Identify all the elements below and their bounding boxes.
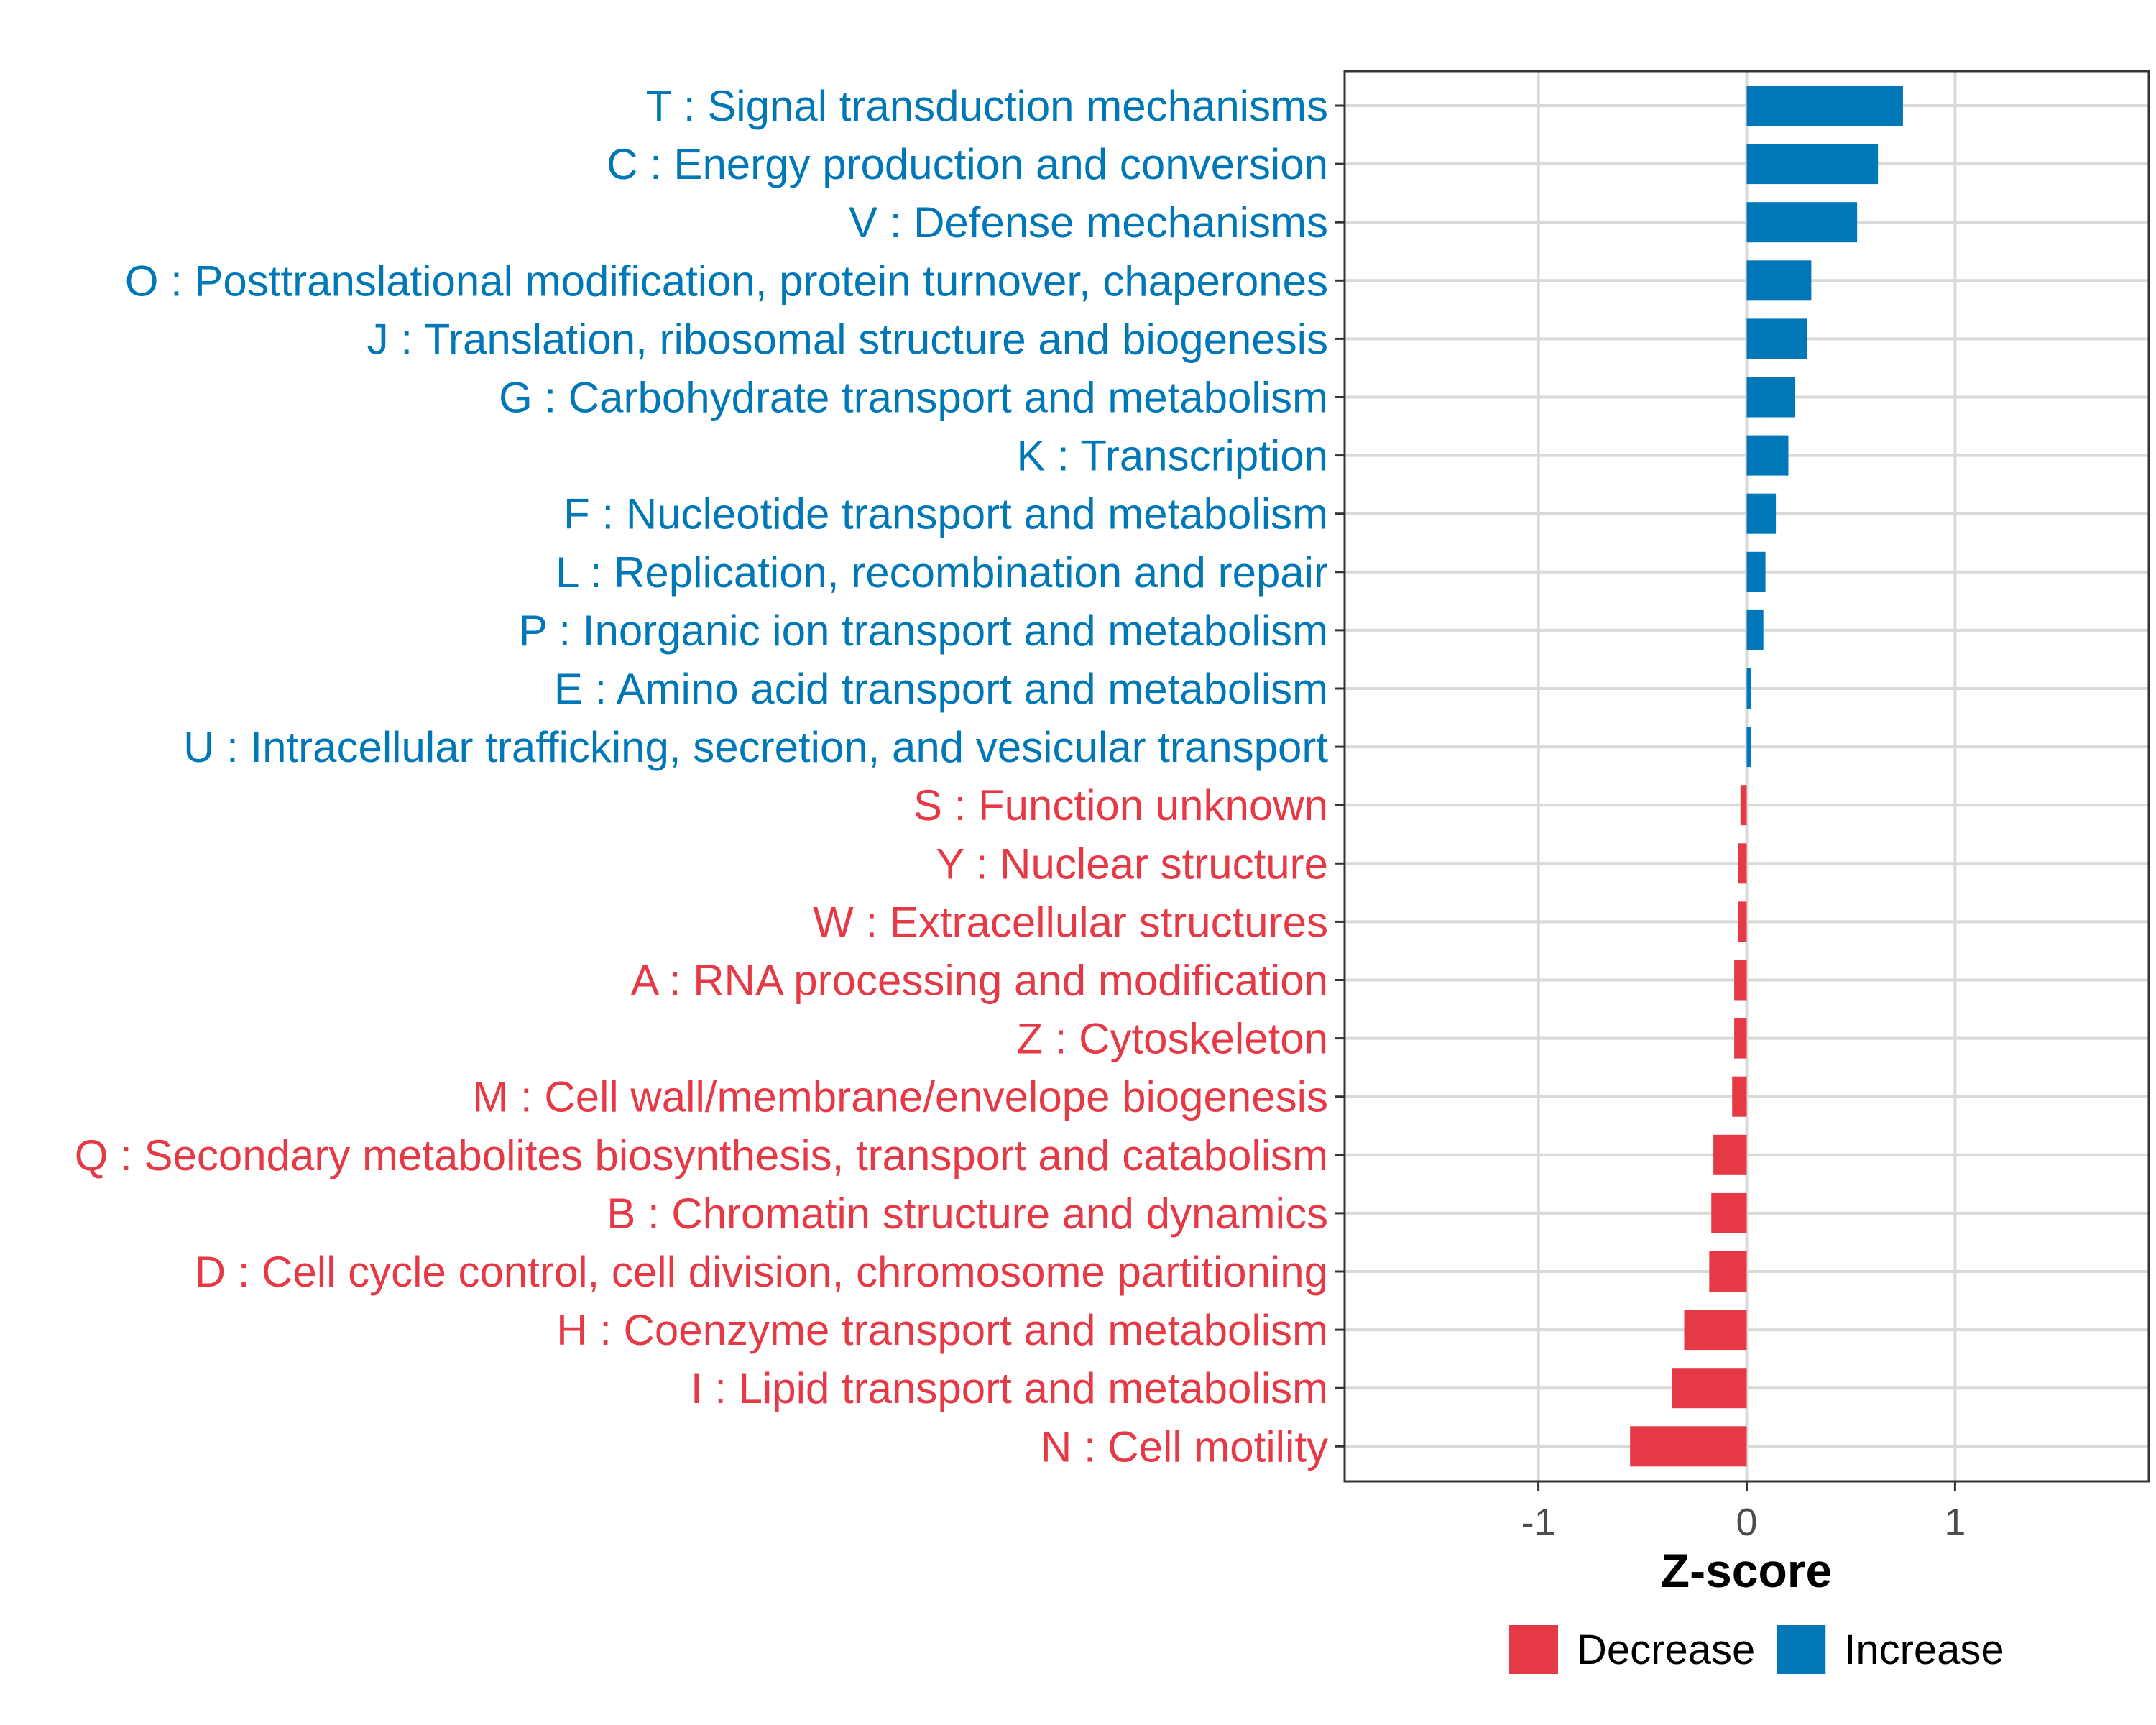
bar xyxy=(1732,1076,1747,1117)
category-label: S : Function unknown xyxy=(913,781,1328,829)
bar xyxy=(1734,1018,1747,1059)
legend-label: Decrease xyxy=(1577,1627,1755,1673)
x-axis-ticks: -1 0 1 xyxy=(1521,1481,1966,1544)
bar xyxy=(1711,1192,1747,1233)
legend: Decrease Increase xyxy=(1509,1625,2004,1674)
category-label: G : Carbohydrate transport and metabolis… xyxy=(499,374,1328,422)
category-label: L : Replication, recombination and repai… xyxy=(556,548,1328,597)
x-tick-label: 0 xyxy=(1736,1501,1757,1544)
bar xyxy=(1746,610,1764,650)
category-label: Q : Secondary metabolites biosynthesis, … xyxy=(75,1131,1328,1179)
bar xyxy=(1746,318,1807,359)
category-label: P : Inorganic ion transport and metaboli… xyxy=(519,607,1328,655)
category-label: A : RNA processing and modification xyxy=(630,957,1328,1005)
bar xyxy=(1709,1251,1747,1292)
legend-key xyxy=(1777,1625,1826,1674)
category-label: E : Amino acid transport and metabolism xyxy=(554,665,1328,713)
x-tick-label: 1 xyxy=(1944,1501,1966,1544)
bar xyxy=(1746,260,1812,301)
bar xyxy=(1746,493,1777,534)
bar xyxy=(1740,785,1747,826)
category-label: T : Signal transduction mechanisms xyxy=(646,82,1328,130)
bar xyxy=(1746,727,1751,768)
category-label: Y : Nuclear structure xyxy=(936,840,1328,888)
x-tick-label: -1 xyxy=(1521,1501,1556,1544)
category-label: U : Intracellular trafficking, secretion… xyxy=(183,723,1328,771)
bar xyxy=(1746,86,1903,126)
category-label: D : Cell cycle control, cell division, c… xyxy=(195,1248,1328,1296)
category-label: V : Defense mechanisms xyxy=(849,198,1328,247)
legend-key xyxy=(1509,1625,1558,1674)
category-label: I : Lipid transport and metabolism xyxy=(691,1364,1328,1412)
category-label: Z : Cytoskeleton xyxy=(1016,1015,1328,1063)
bar xyxy=(1746,551,1766,592)
x-axis-title: Z-score xyxy=(1661,1544,1832,1597)
y-axis-ticks xyxy=(1335,104,1345,1448)
bar xyxy=(1746,202,1858,243)
category-label: K : Transcription xyxy=(1016,432,1328,480)
category-label: M : Cell wall/membrane/envelope biogenes… xyxy=(472,1073,1328,1121)
category-label: J : Translation, ribosomal structure and… xyxy=(367,315,1328,363)
category-label: B : Chromatin structure and dynamics xyxy=(607,1190,1328,1238)
category-label: O : Posttranslational modification, prot… xyxy=(125,257,1328,305)
bar xyxy=(1734,960,1747,1000)
bar xyxy=(1713,1134,1747,1175)
bar xyxy=(1746,144,1879,185)
bar xyxy=(1738,843,1747,884)
category-label: W : Extracellular structures xyxy=(813,898,1328,946)
bars xyxy=(1630,86,1903,1467)
bar xyxy=(1746,377,1795,418)
bar xyxy=(1738,901,1747,942)
bar xyxy=(1746,668,1751,709)
bar xyxy=(1746,435,1789,476)
bar xyxy=(1630,1426,1747,1467)
category-label: H : Coenzyme transport and metabolism xyxy=(556,1306,1328,1354)
category-label: C : Energy production and conversion xyxy=(607,140,1328,188)
legend-label: Increase xyxy=(1844,1627,2004,1673)
y-axis-labels: T : Signal transduction mechanisms C : En… xyxy=(75,82,1329,1471)
category-label: F : Nucleotide transport and metabolism xyxy=(563,490,1328,538)
category-label: N : Cell motility xyxy=(1041,1422,1328,1471)
bar xyxy=(1684,1310,1747,1351)
bar xyxy=(1672,1368,1747,1409)
